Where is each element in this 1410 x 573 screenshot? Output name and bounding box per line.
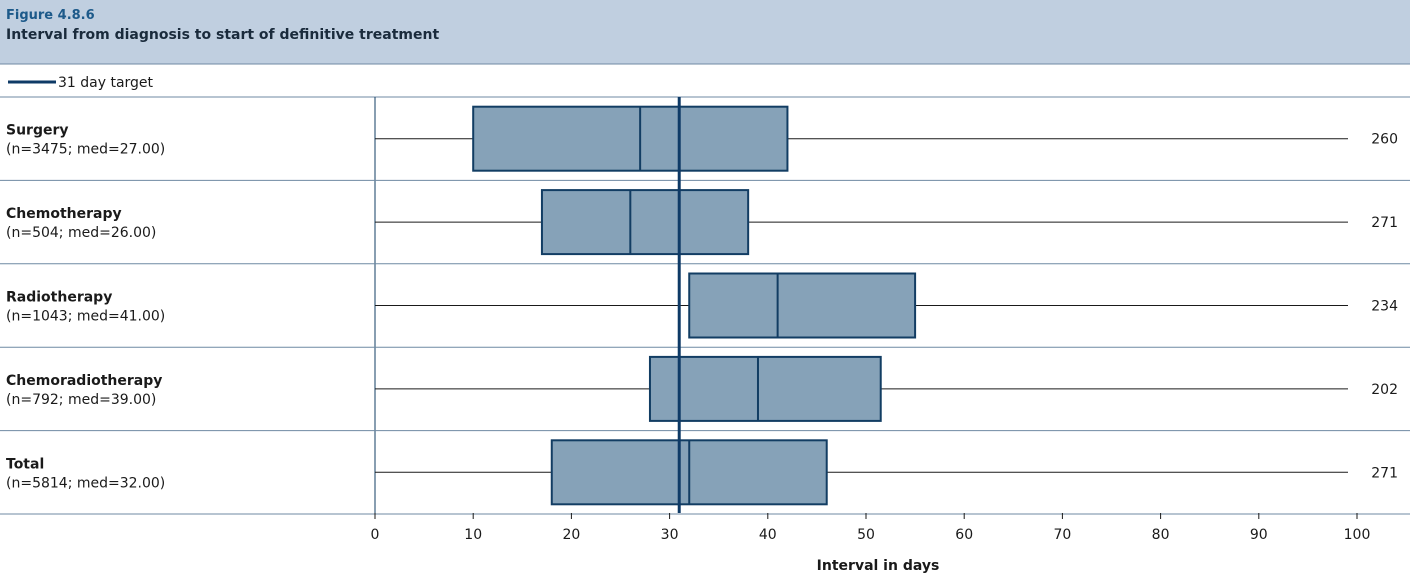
max-value-label: 260 <box>1371 132 1398 148</box>
category-label: Chemoradiotherapy <box>6 373 162 389</box>
category-stats: (n=1043; med=41.00) <box>6 309 165 325</box>
box <box>540 189 750 256</box>
x-tick-label: 70 <box>1053 527 1071 543</box>
max-value-label: 271 <box>1371 215 1398 231</box>
x-tick-label: 90 <box>1250 527 1268 543</box>
x-tick-label: 20 <box>562 527 580 543</box>
category-label: Chemotherapy <box>6 206 122 222</box>
x-tick-label: 80 <box>1152 527 1170 543</box>
max-value-label: 271 <box>1371 465 1398 481</box>
category-label: Total <box>6 456 44 472</box>
x-tick-label: 40 <box>759 527 777 543</box>
category-stats: (n=792; med=39.00) <box>6 392 156 408</box>
plot-area: Surgery (n=3475; med=27.00) 260 Chemotherap… <box>0 96 1410 573</box>
category-label: Surgery <box>6 123 69 139</box>
box <box>472 105 789 172</box>
x-axis-title: Interval in days <box>817 558 940 573</box>
box <box>688 272 917 339</box>
box <box>648 355 882 422</box>
category-label: Radiotherapy <box>6 290 112 306</box>
figure-label: Figure 4.8.6 <box>6 8 95 23</box>
max-value-label: 202 <box>1371 382 1398 398</box>
category-stats: (n=504; med=26.00) <box>6 225 156 241</box>
x-tick-label: 10 <box>464 527 482 543</box>
legend-label: 31 day target <box>58 75 154 91</box>
max-value-label: 234 <box>1371 299 1398 315</box>
x-tick-label: 60 <box>955 527 973 543</box>
x-tick-label: 50 <box>857 527 875 543</box>
category-stats: (n=3475; med=27.00) <box>6 142 165 158</box>
category-stats: (n=5814; med=32.00) <box>6 475 165 491</box>
figure-header <box>0 0 1410 64</box>
figure-title: Interval from diagnosis to start of defi… <box>6 27 439 43</box>
x-tick-label: 100 <box>1344 527 1371 543</box>
x-tick-label: 0 <box>371 527 380 543</box>
x-tick-label: 30 <box>661 527 679 543</box>
